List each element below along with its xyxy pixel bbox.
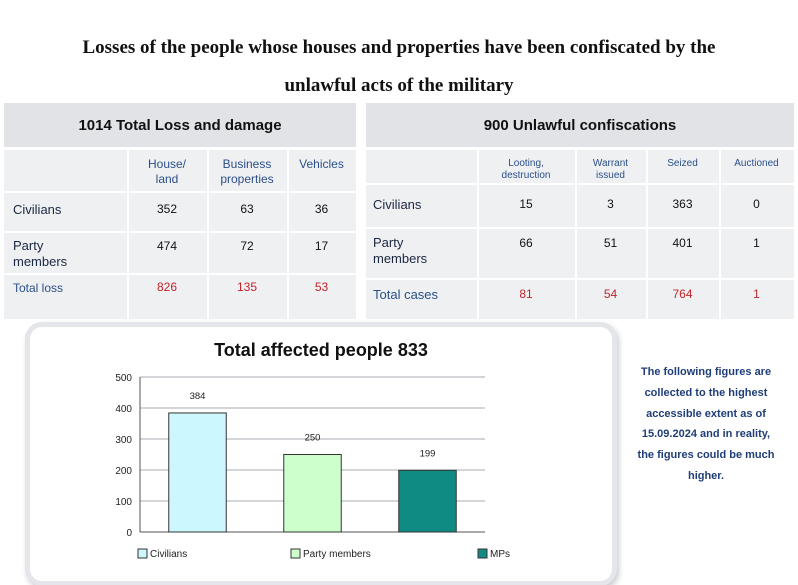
loss-table-body	[4, 150, 356, 319]
table-cell-total: 1	[753, 287, 760, 301]
page-title-line-2: unlawful acts of the military	[284, 75, 514, 96]
table-cell: 63	[240, 202, 254, 216]
chart-panel	[30, 327, 612, 581]
col-header-vehicles: Vehicles	[299, 157, 344, 171]
loss-table: 1014 Total Loss and damage House/ land B…	[4, 103, 356, 319]
table-cell: 363	[672, 197, 693, 211]
chart-title: Total affected people 833	[214, 340, 428, 360]
table-cell: 36	[314, 202, 329, 216]
loss-table-header: 1014 Total Loss and damage	[4, 103, 356, 147]
page-title-line-1: Losses of the people whose houses and pr…	[82, 37, 716, 58]
row-header-party-members: Party members	[13, 238, 68, 269]
col-header-house-land: House/ land	[147, 157, 187, 186]
table-cell: 15	[519, 197, 533, 211]
col-header-seized: Seized	[667, 158, 698, 169]
table-cell-total: 54	[603, 287, 618, 301]
col-header-business-properties: Business properties	[220, 157, 274, 186]
confiscation-table-body	[366, 150, 794, 319]
row-header-party-members: Party members	[373, 235, 428, 266]
table-cell-total: 826	[156, 280, 178, 294]
table-cell: 66	[519, 236, 533, 250]
col-header-warrant-issued: Warrant issued	[592, 158, 629, 181]
table-cell-total: 764	[672, 287, 693, 301]
row-header-total-loss: Total loss	[13, 281, 64, 295]
table-cell-total: 53	[314, 280, 329, 294]
table-cell: 474	[156, 239, 178, 253]
table-cell: 17	[314, 239, 329, 253]
row-header-civilians: Civilians	[13, 202, 62, 217]
table-cell: 401	[672, 236, 693, 250]
row-header-civilians: Civilians	[373, 197, 422, 212]
table-cell: 1	[753, 236, 760, 250]
row-header-total-cases: Total cases	[373, 287, 439, 302]
table-cell-total: 81	[519, 287, 533, 301]
col-header-auctioned: Auctioned	[734, 158, 779, 169]
confiscation-table-header: 900 Unlawful confiscations	[366, 103, 794, 147]
table-cell: 51	[603, 236, 618, 250]
data-disclaimer-note: The following figures are collected to t…	[637, 366, 775, 482]
confiscation-table: 900 Unlawful confiscations Looting, dest…	[366, 103, 794, 319]
col-header-looting-destruction: Looting, destruction	[501, 158, 551, 181]
table-cell: 3	[607, 197, 614, 211]
table-cell: 0	[753, 197, 760, 211]
table-cell-total: 135	[236, 280, 258, 294]
table-cell: 352	[156, 202, 178, 216]
table-cell: 72	[240, 239, 254, 253]
